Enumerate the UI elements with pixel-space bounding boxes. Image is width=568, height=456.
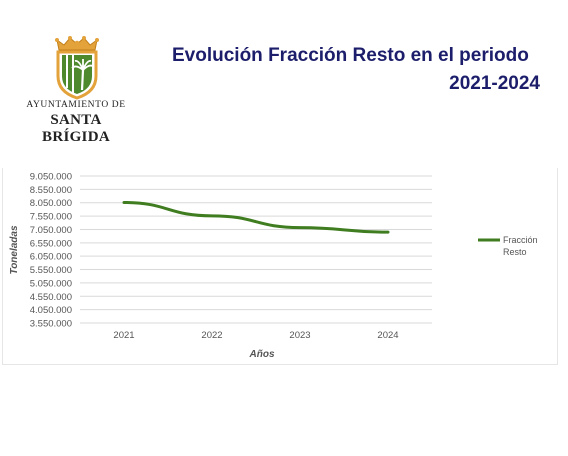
y-tick-labels: 9.050.000 8.550.000 8.050.000 7.550.000 7.05… [30,172,72,330]
y-tick-label: 7.550.000 [30,212,72,223]
logo-text-line2: SANTA BRÍGIDA [42,112,110,145]
y-tick-label: 3.550.000 [30,319,72,330]
x-tick-label: 2024 [377,330,398,341]
legend-label: Fracción Resto [503,235,538,257]
y-tick-label: 6.050.000 [30,252,72,263]
x-axis-label: Años [249,349,275,360]
y-tick-label: 5.550.000 [30,265,72,276]
y-tick-label: 7.050.000 [30,225,72,236]
y-tick-label: 4.050.000 [30,305,72,316]
y-tick-label: 9.050.000 [30,172,72,183]
y-tick-label: 8.550.000 [30,185,72,196]
chart-grid [80,175,432,324]
y-tick-label: 5.050.000 [30,278,72,289]
series-line-fraccion-resto [122,200,390,234]
x-tick-labels: 2021 2022 2023 2024 [113,330,398,341]
x-tick-label: 2021 [113,330,134,341]
chart-frame [2,168,558,365]
y-axis-label: Toneladas [9,225,20,275]
y-tick-label: 6.550.000 [30,238,72,249]
page-title: Evolución Fracción Resto en el periodo [172,45,529,66]
logo-text-line1: AYUNTAMIENTO DE [26,100,126,110]
series-points [123,202,389,233]
shield-crown-palm-icon [55,36,99,100]
logo: AYUNTAMIENTO DE SANTA BRÍGIDA [18,36,134,145]
y-tick-label: 4.550.000 [30,292,72,303]
y-tick-label: 8.050.000 [30,198,72,209]
x-tick-label: 2022 [201,330,222,341]
page-subtitle-years: 2021-2024 [449,73,540,94]
x-tick-label: 2023 [289,330,310,341]
legend: Fracción Resto [478,235,538,257]
